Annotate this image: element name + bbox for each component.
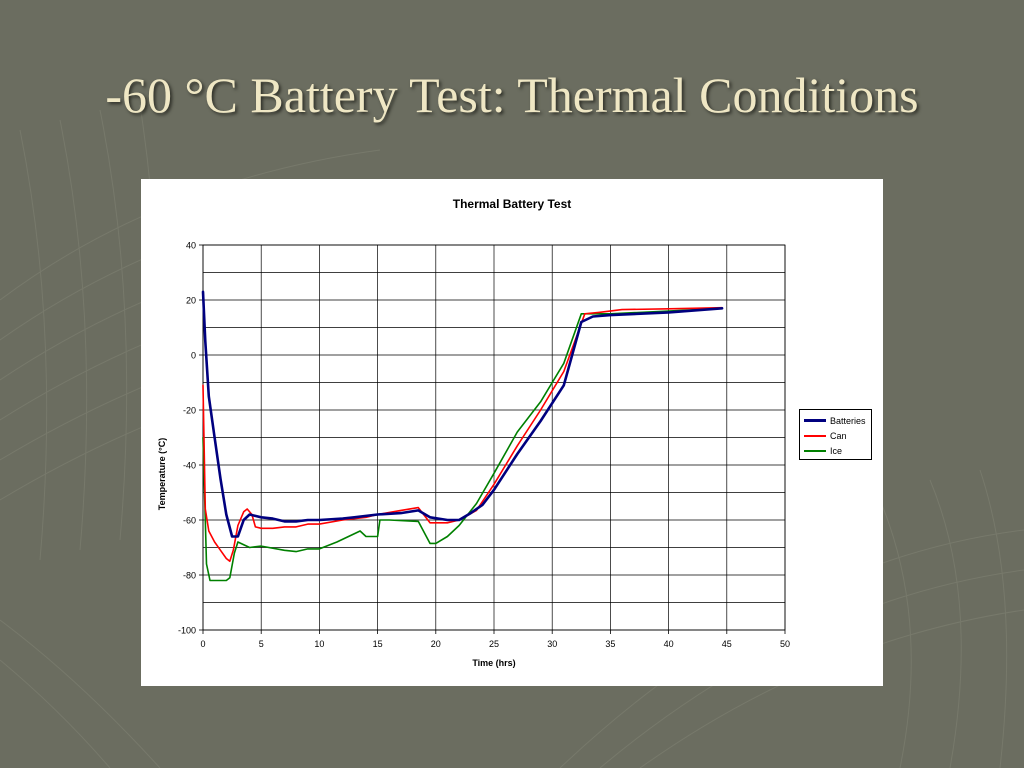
- slide-title: -60 °C Battery Test: Thermal Conditions: [105, 67, 919, 123]
- legend-item-batteries: Batteries: [804, 413, 871, 428]
- chart-title: Thermal Battery Test: [452, 197, 572, 211]
- y-tick-label: -20: [183, 406, 196, 416]
- legend-swatch-ice: [804, 449, 826, 452]
- chart-legend: Batteries Can Ice: [799, 409, 872, 460]
- x-axis-label: Time (hrs): [472, 658, 516, 668]
- chart-panel: -100 -80 -60 -40 -20 0 20 40 0 5 10 15 20 25 30 35 40 45 5…: [141, 179, 883, 686]
- y-tick-label: -80: [183, 571, 196, 581]
- legend-swatch-can: [804, 434, 826, 437]
- series-line-batteries: [201, 290, 724, 538]
- legend-label-can: Can: [830, 430, 847, 441]
- x-tick-label: 10: [314, 639, 324, 649]
- legend-item-can: Can: [804, 428, 871, 443]
- x-tick-label: 30: [547, 639, 557, 649]
- y-axis-label: Temperature (°C): [157, 437, 167, 511]
- x-tick-label: 25: [489, 639, 499, 649]
- series-line-can: [202, 306, 723, 563]
- x-tick-label: 15: [373, 639, 383, 649]
- x-tick-label: 50: [780, 639, 790, 649]
- y-tick-label: 40: [186, 241, 196, 251]
- x-tick-label: 0: [200, 639, 205, 649]
- chart-svg: -100 -80 -60 -40 -20 0 20 40 0 5 10 15 20 25 30 35 40 45 5…: [178, 241, 790, 650]
- x-tick-label: 35: [605, 639, 615, 649]
- y-tick-label: -60: [183, 516, 196, 526]
- x-tick-label: 45: [722, 639, 732, 649]
- y-tick-label: -40: [183, 461, 196, 471]
- legend-swatch-batteries: [804, 419, 826, 422]
- y-tick-label: 20: [186, 296, 196, 306]
- y-tick-label: 0: [191, 351, 196, 361]
- series-line-ice: [202, 307, 723, 582]
- legend-label-ice: Ice: [830, 445, 843, 456]
- x-tick-label: 40: [664, 639, 674, 649]
- legend-item-ice: Ice: [804, 443, 871, 458]
- legend-label-batteries: Batteries: [830, 415, 866, 426]
- y-tick-label: -100: [178, 626, 196, 636]
- x-tick-label: 5: [259, 639, 264, 649]
- x-tick-label: 20: [431, 639, 441, 649]
